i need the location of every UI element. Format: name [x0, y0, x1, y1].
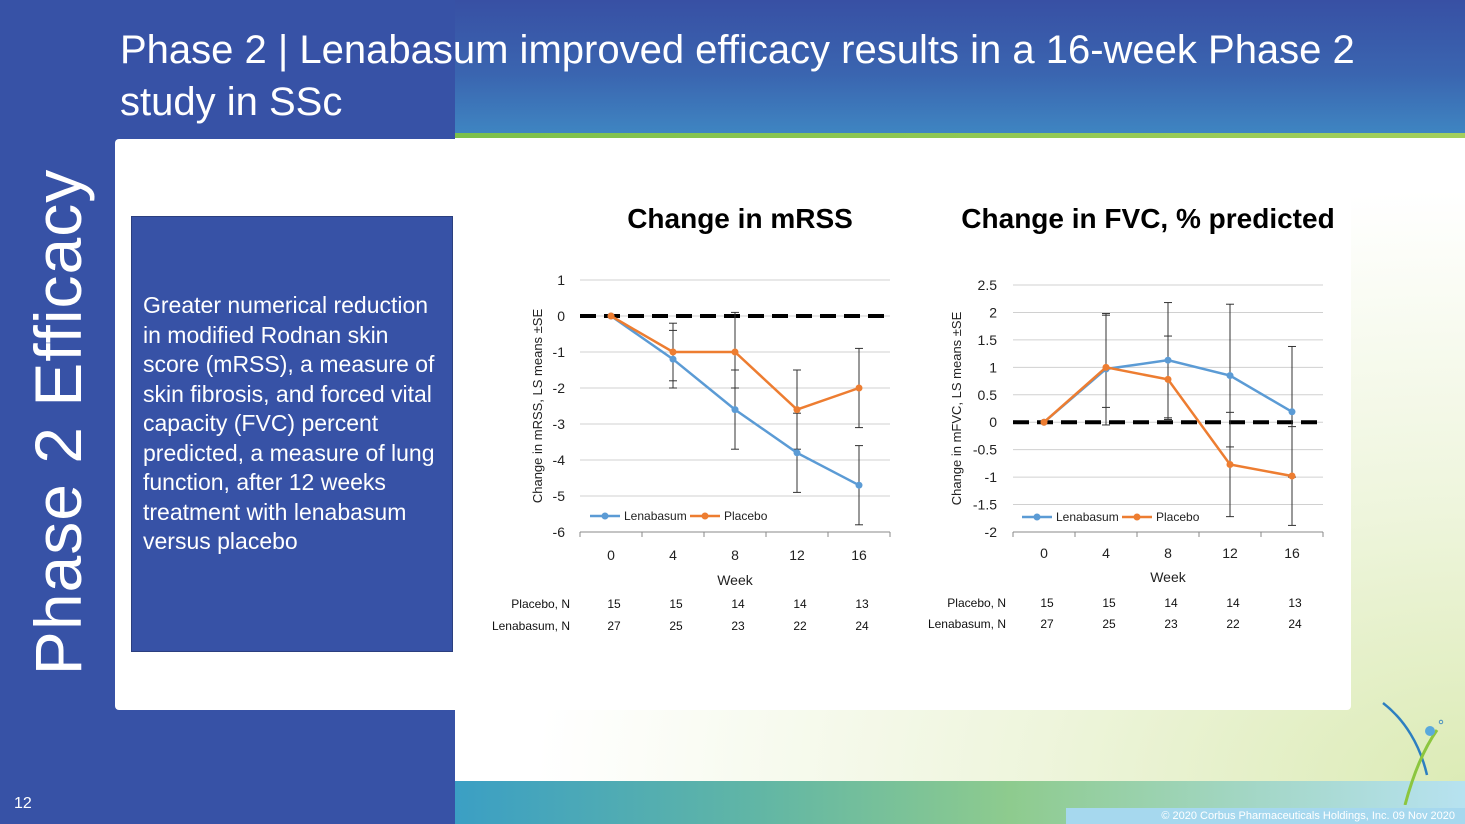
x-tick-label: 0 [1040, 545, 1048, 561]
n-table-cell: 24 [1288, 617, 1302, 631]
legend-label: Placebo [1156, 510, 1200, 524]
footer-strip [1066, 808, 1465, 824]
data-point-lenabasum [1288, 408, 1296, 416]
n-table-row-label: Placebo, N [947, 596, 1006, 610]
x-tick-label: 12 [789, 547, 805, 563]
data-point-placebo [793, 406, 801, 414]
y-axis-label: Change in mRSS, LS means ±SE [530, 309, 545, 504]
x-tick-label: 8 [1164, 545, 1172, 561]
data-point-lenabasum [1226, 372, 1234, 380]
chart-2: Change in FVC, % predicted 2.5 2 1.5 1 0.5 0 -0… [928, 203, 1335, 631]
slide-title: Phase 2 | Lenabasum improved efficacy re… [120, 28, 1355, 124]
n-table-cell: 23 [731, 619, 745, 633]
legend-label: Lenabasum [624, 509, 687, 523]
y-tick-label: -4 [553, 452, 566, 468]
n-table-row-label: Lenabasum, N [492, 619, 570, 633]
n-table-cell: 13 [855, 597, 869, 611]
data-point-lenabasum [793, 449, 801, 457]
y-tick-label: -2 [553, 380, 566, 396]
chart-title: Change in mRSS [627, 203, 853, 234]
n-table-cell: 15 [1040, 596, 1054, 610]
data-point-placebo [1226, 460, 1234, 468]
chart-1: Change in mRSS 1 0 -1 -2 -3 -4 -5 -6 0 4 8 12 16 Week C… [492, 203, 891, 633]
summary-text: Greater numerical reduction in modified … [143, 292, 435, 554]
data-point-lenabasum [1164, 356, 1172, 364]
corbus-logo-icon [1382, 702, 1444, 805]
x-tick-label: 4 [669, 547, 677, 563]
data-point-lenabasum [855, 481, 863, 489]
page-number: 12 [14, 795, 32, 812]
data-point-placebo [1102, 363, 1110, 371]
data-point-lenabasum [669, 355, 677, 363]
header-band [455, 0, 1465, 135]
data-point-placebo [731, 348, 739, 356]
data-point-lenabasum [731, 406, 739, 414]
y-tick-label: -1.5 [973, 497, 997, 513]
section-label-text: Phase 2 Efficacy [21, 168, 95, 676]
y-tick-label: -5 [553, 488, 566, 504]
x-tick-label: 12 [1222, 545, 1238, 561]
legend-marker [601, 512, 609, 520]
y-tick-label: 2.5 [978, 277, 998, 293]
summary-box: Greater numerical reduction in modified … [131, 216, 453, 652]
legend-label: Placebo [724, 509, 768, 523]
data-point-placebo [607, 312, 615, 320]
legend-marker [701, 512, 709, 520]
y-tick-label: -1 [553, 344, 566, 360]
y-tick-label: -2 [985, 524, 998, 540]
n-table-cell: 15 [607, 597, 621, 611]
y-axis-label: Change in mFVC, LS means ±SE [949, 311, 964, 505]
header-accent-line [455, 133, 1465, 138]
n-table-cell: 14 [793, 597, 807, 611]
legend-marker [1133, 513, 1141, 521]
y-tick-label: 1.5 [978, 332, 998, 348]
n-table-cell: 22 [1226, 617, 1240, 631]
x-tick-label: 0 [607, 547, 615, 563]
section-label: Phase 2 Efficacy [18, 168, 98, 676]
n-table-cell: 15 [669, 597, 683, 611]
legend-label: Lenabasum [1056, 510, 1119, 524]
data-point-placebo [669, 348, 677, 356]
x-tick-label: 4 [1102, 545, 1110, 561]
x-tick-label: 16 [851, 547, 867, 563]
y-tick-label: 0 [989, 414, 997, 430]
y-tick-label: -1 [985, 469, 998, 485]
data-point-placebo [1164, 375, 1172, 383]
y-tick-label: 0.5 [978, 387, 998, 403]
n-table-cell: 15 [1102, 596, 1116, 610]
data-point-placebo [855, 384, 863, 392]
chart-title: Change in FVC, % predicted [961, 203, 1334, 234]
n-table-row-label: Placebo, N [511, 597, 570, 611]
y-tick-label: -3 [553, 416, 566, 432]
data-point-placebo [1288, 472, 1296, 480]
n-table-cell: 24 [855, 619, 869, 633]
n-table-cell: 14 [731, 597, 745, 611]
y-tick-label: 1 [557, 272, 565, 288]
n-table-cell: 27 [1040, 617, 1054, 631]
n-table-cell: 27 [607, 619, 621, 633]
n-table-cell: 25 [669, 619, 683, 633]
y-tick-label: 2 [989, 304, 997, 320]
n-table-cell: 22 [793, 619, 807, 633]
n-table-cell: 14 [1226, 596, 1240, 610]
x-tick-label: 16 [1284, 545, 1300, 561]
x-axis-label: Week [717, 572, 754, 588]
data-point-placebo [1040, 418, 1048, 426]
n-table-cell: 23 [1164, 617, 1178, 631]
y-tick-label: -6 [553, 524, 566, 540]
n-table-cell: 13 [1288, 596, 1302, 610]
x-axis-label: Week [1150, 569, 1187, 585]
n-table-row-label: Lenabasum, N [928, 617, 1006, 631]
n-table-cell: 25 [1102, 617, 1116, 631]
y-tick-label: 0 [557, 308, 565, 324]
footer-copyright: © 2020 Corbus Pharmaceuticals Holdings, … [1161, 810, 1455, 822]
n-table-cell: 14 [1164, 596, 1178, 610]
x-tick-label: 8 [731, 547, 739, 563]
y-tick-label: -0.5 [973, 442, 997, 458]
y-tick-label: 1 [989, 359, 997, 375]
legend-marker [1033, 513, 1041, 521]
